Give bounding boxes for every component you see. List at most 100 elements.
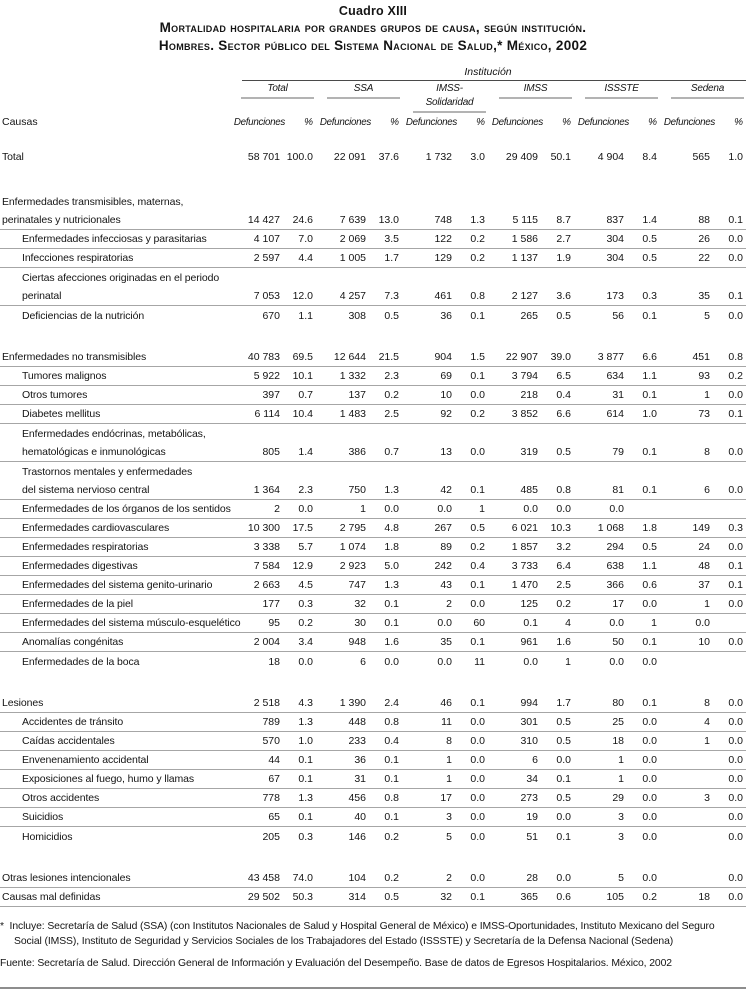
institution-underline bbox=[242, 80, 746, 81]
cell-pct: 1 bbox=[651, 617, 657, 629]
cell-defunciones: 267 bbox=[434, 522, 452, 534]
cell-pct: 0.0 bbox=[728, 773, 743, 785]
cell-pct: 0.0 bbox=[556, 503, 571, 515]
cell-defunciones: 638 bbox=[606, 560, 624, 572]
cell-pct: 0.0 bbox=[642, 831, 657, 843]
cell-pct: 11 bbox=[474, 656, 485, 668]
cell-defunciones: 1 137 bbox=[511, 252, 538, 264]
cell-defunciones: 304 bbox=[606, 233, 624, 245]
cell-defunciones: 294 bbox=[606, 541, 624, 553]
cell-pct: 0.0 bbox=[642, 598, 657, 610]
row-label: Otras lesiones intencionales bbox=[2, 872, 131, 884]
cell-pct: 0.1 bbox=[470, 636, 485, 648]
cell-defunciones: 40 bbox=[354, 811, 366, 823]
cell-pct: 0.1 bbox=[298, 773, 313, 785]
table-row: Suicidios 65 0.1 40 0.1 3 0.0 19 0.0 3 0.0 0.0 bbox=[0, 808, 746, 827]
cell-defunciones: 1 332 bbox=[339, 370, 366, 382]
cell-defunciones: 81 bbox=[612, 484, 624, 496]
cell-defunciones: 4 107 bbox=[253, 233, 280, 245]
cell-pct: 0.0 bbox=[642, 792, 657, 804]
cell-pct: 0.0 bbox=[556, 754, 571, 766]
cell-defunciones: 0.0 bbox=[437, 503, 452, 515]
cell-defunciones: 14 427 bbox=[247, 214, 280, 226]
institution-header-label: Institución bbox=[464, 66, 512, 78]
cell-defunciones: 1 857 bbox=[511, 541, 538, 553]
cell-pct: 0.1 bbox=[470, 370, 485, 382]
cell-defunciones: 750 bbox=[348, 484, 366, 496]
cell-defunciones: 79 bbox=[612, 446, 624, 458]
table-row: Lesiones 2 518 4.3 1 390 2.4 46 0.1 994 1.7 80 0.1… bbox=[0, 694, 746, 713]
cell-defunciones: 1 bbox=[704, 735, 710, 747]
cell-defunciones: 485 bbox=[520, 484, 538, 496]
cell-defunciones: 8 bbox=[704, 446, 710, 458]
cell-defunciones: 18 bbox=[698, 891, 710, 903]
table-row: Enfermedades de los órganos de los senti… bbox=[0, 500, 746, 519]
cell-defunciones: 25 bbox=[612, 716, 624, 728]
cell-defunciones: 205 bbox=[262, 831, 280, 843]
cell-defunciones: 366 bbox=[606, 579, 624, 591]
cell-pct: 0.0 bbox=[728, 389, 743, 401]
row-label: Otros tumores bbox=[22, 389, 88, 401]
cell-pct: 0.6 bbox=[642, 579, 657, 591]
table-row: Enfermedades infecciosas y parasitarias 4… bbox=[0, 230, 746, 249]
cell-pct: 1.4 bbox=[298, 446, 313, 458]
cell-defunciones: 1 bbox=[618, 773, 624, 785]
cell-defunciones: 92 bbox=[440, 408, 452, 420]
cell-pct: 0.0 bbox=[728, 598, 743, 610]
cell-defunciones: 4 904 bbox=[597, 151, 624, 163]
cell-pct: 1.3 bbox=[298, 716, 313, 728]
cell-pct: 13.0 bbox=[378, 214, 399, 226]
cell-pct: 0.2 bbox=[470, 233, 485, 245]
cell-pct: 7.3 bbox=[384, 290, 399, 302]
column-group-row: Total SSA IMSS-Solidaridad IMSS ISSSTE Sedena bbox=[0, 82, 746, 113]
table-row: Enfermedades de la piel 177 0.3 32 0.1 2 0.0 12… bbox=[0, 595, 746, 614]
row-spacer bbox=[0, 846, 746, 869]
cell-pct: 0.0 bbox=[470, 754, 485, 766]
cell-defunciones: 17 bbox=[612, 598, 624, 610]
cell-pct: 0.0 bbox=[728, 831, 743, 843]
cell-pct: 0.0 bbox=[470, 598, 485, 610]
table-row: Enfermedades del sistema músculo-esquelé… bbox=[0, 614, 746, 633]
cell-defunciones: 2 bbox=[446, 598, 452, 610]
cell-pct: 2.3 bbox=[298, 484, 313, 496]
cell-defunciones: 1 068 bbox=[597, 522, 624, 534]
table-row: Otros tumores 397 0.7 137 0.2 10 0.0 218 0.4 31 0.… bbox=[0, 386, 746, 405]
cell-defunciones: 29 bbox=[612, 792, 624, 804]
cell-pct: 0.5 bbox=[556, 310, 571, 322]
table-row: Ciertas afecciones originadas en el peri… bbox=[0, 268, 746, 306]
cell-defunciones: 67 bbox=[268, 773, 280, 785]
cell-pct: 0.1 bbox=[728, 408, 743, 420]
cell-defunciones: 29 502 bbox=[247, 891, 280, 903]
cell-pct: 0.1 bbox=[642, 389, 657, 401]
cell-pct: 1.4 bbox=[642, 214, 657, 226]
cell-defunciones: 105 bbox=[606, 891, 624, 903]
cell-defunciones: 0.0 bbox=[523, 656, 538, 668]
title-block: Cuadro XIII Mortalidad hospitalaria por … bbox=[0, 3, 746, 55]
cell-pct: 0.0 bbox=[642, 735, 657, 747]
column-group-sedena: Sedena bbox=[660, 82, 746, 113]
row-label: Infecciones respiratorias bbox=[22, 252, 134, 264]
cell-defunciones: 10 bbox=[698, 636, 710, 648]
column-group-label: Sedena bbox=[671, 82, 744, 99]
table-row: Trastornos mentales y enfermedades del si… bbox=[0, 462, 746, 500]
cell-defunciones: 242 bbox=[434, 560, 452, 572]
table-header: Institución Total SSA IMSS-Solidaridad IMSS… bbox=[0, 66, 746, 130]
cell-pct: 0.2 bbox=[384, 872, 399, 884]
cell-pct: 1 bbox=[565, 656, 571, 668]
cell-pct: 1.3 bbox=[384, 579, 399, 591]
cell-pct: 1.1 bbox=[642, 560, 657, 572]
cell-defunciones: 837 bbox=[606, 214, 624, 226]
row-label: Enfermedades cardiovasculares bbox=[22, 522, 170, 534]
cell-pct: 1.3 bbox=[298, 792, 313, 804]
cell-pct: 0.0 bbox=[728, 310, 743, 322]
column-group-label: IMSS bbox=[499, 82, 572, 99]
cell-pct: 0.1 bbox=[384, 598, 399, 610]
row-spacer bbox=[0, 325, 746, 348]
table-row: Otros accidentes 778 1.3 456 0.8 17 0.0 273 0.5 2… bbox=[0, 789, 746, 808]
cell-pct: 0.1 bbox=[384, 773, 399, 785]
cell-pct: 0.0 bbox=[728, 233, 743, 245]
cell-defunciones: 3 852 bbox=[511, 408, 538, 420]
cell-defunciones: 265 bbox=[520, 310, 538, 322]
row-label-line1: Enfermedades transmisibles, maternas, bbox=[2, 196, 184, 208]
column-group-label: SSA bbox=[327, 82, 400, 99]
